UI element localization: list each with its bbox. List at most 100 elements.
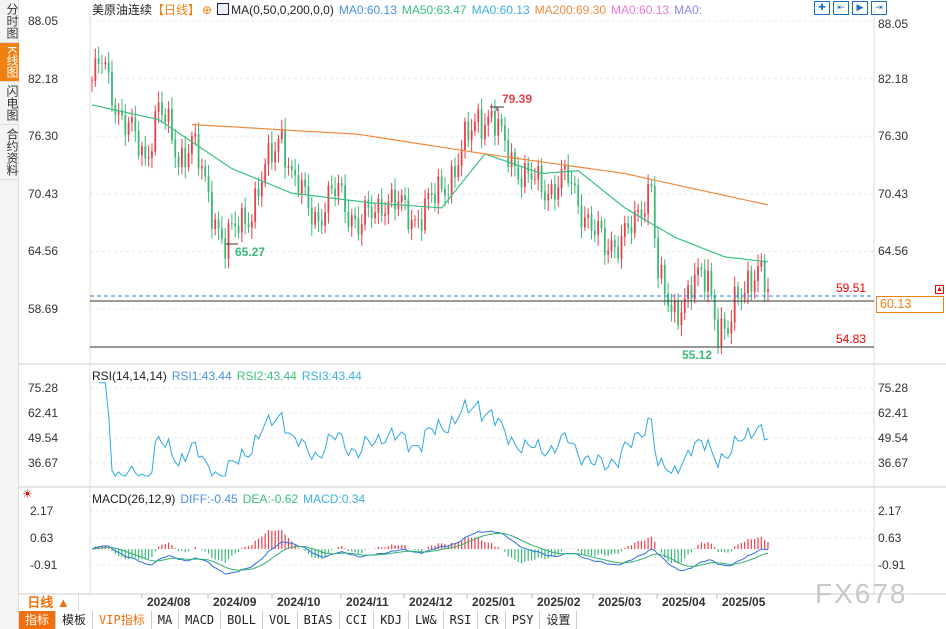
- rsi-header: RSI(14,14,14) RSI1:43.44 RSI2:43.44 RSI3:43…: [92, 369, 367, 383]
- rsi-tick-left: 49.54: [28, 431, 59, 445]
- rsi-tick-right: 75.28: [878, 381, 909, 395]
- indicator-tab[interactable]: PSY: [505, 611, 541, 629]
- price-tick-left: 88.05: [28, 14, 59, 28]
- exit-icon[interactable]: ⇥: [871, 1, 887, 15]
- indicator-tab[interactable]: MA: [151, 611, 180, 629]
- indicator-tab[interactable]: CR: [478, 611, 506, 629]
- tab-timeshare[interactable]: 分时图: [0, 0, 19, 43]
- ma-value: MA0:: [674, 3, 703, 17]
- chart-toolbar: ✚ ⇤ ▶ ⇥: [814, 1, 887, 15]
- macd-value: MACD:0.34: [303, 492, 366, 506]
- tab-contract-info[interactable]: 合约资料: [0, 125, 19, 181]
- ma-value: MA0:60.13: [611, 3, 670, 17]
- alert-icon[interactable]: ▲: [935, 285, 944, 294]
- ma-value: MA200:69.30: [534, 3, 607, 17]
- date-label: 2024/11: [346, 595, 389, 609]
- tab-flash-chart[interactable]: 闪电图: [0, 82, 19, 126]
- rsi-line: [98, 382, 769, 478]
- rsi-tick-left: 75.28: [28, 381, 59, 395]
- symbol-name: 美原油连续: [92, 3, 153, 17]
- date-label: 2024/10: [277, 595, 321, 609]
- indicator-tab[interactable]: BOLL: [221, 611, 263, 629]
- price-tick-right: 76.30: [878, 129, 909, 144]
- ma-value: MA0:60.13: [338, 3, 397, 17]
- indicator-tab[interactable]: BIAS: [297, 611, 340, 629]
- macd-tick-left: -0.91: [30, 558, 58, 572]
- watermark: FX678: [815, 578, 908, 609]
- date-label: 2025/02: [537, 595, 581, 609]
- period-button[interactable]: 日线 ▲: [19, 594, 79, 611]
- diff-line: [91, 530, 769, 575]
- macd-tick-right: -0.91: [878, 558, 906, 572]
- rsi-title: RSI(14,14,14): [92, 369, 167, 383]
- rsi3-value: RSI3:43.44: [301, 369, 362, 383]
- macd-title: MACD(26,12,9): [92, 492, 176, 506]
- ma200-line: [191, 123, 769, 206]
- ma-value: MA50:63.47: [401, 3, 467, 17]
- date-label: 2025/01: [472, 595, 516, 609]
- play-icon[interactable]: ▶: [852, 1, 868, 15]
- date-label: 2024/09: [213, 595, 257, 609]
- indicator-tab[interactable]: KDJ: [374, 611, 409, 629]
- date-label: 2025/05: [722, 595, 766, 609]
- dea-line: [91, 532, 769, 571]
- ma50-line: [91, 104, 769, 263]
- price-tick-right: 70.43: [878, 186, 909, 201]
- price-tick-right: 88.05: [878, 17, 909, 31]
- rsi-tick-left: 36.67: [28, 456, 59, 470]
- add-icon[interactable]: ⊕: [202, 3, 213, 17]
- date-label: 2024/08: [147, 595, 191, 609]
- low-annotation: 65.27: [235, 245, 266, 259]
- indicator-tab[interactable]: 设置: [540, 611, 578, 629]
- support-label: 54.83: [836, 332, 867, 346]
- price-tick-left: 70.43: [28, 186, 59, 201]
- macd-tick-left: 2.17: [30, 504, 54, 518]
- macd-settings-icon[interactable]: ☀: [22, 487, 33, 501]
- sidebar: 分时图 K线图 闪电图 合约资料: [0, 0, 19, 629]
- tab-kline[interactable]: K线图: [0, 43, 19, 83]
- indicator-tabs: 指标 模板 VIP指标 MA MACD BOLL VOL BIAS CCI KDJ LW& RSI CR…: [19, 611, 578, 629]
- ma-params[interactable]: MA(0,50,0,200,0,0): [231, 3, 334, 17]
- rsi-tick-right: 36.67: [878, 456, 909, 470]
- rsi-tick-right: 49.54: [878, 431, 909, 445]
- ma-settings-icon[interactable]: [217, 3, 230, 15]
- dea-value: DEA:-0.62: [242, 492, 299, 506]
- crosshair-icon[interactable]: ✚: [814, 1, 830, 15]
- price-tick-left: 76.30: [28, 129, 59, 144]
- indicator-tab[interactable]: RSI: [443, 611, 479, 629]
- indicator-tab[interactable]: VIP指标: [93, 611, 152, 629]
- indicator-tab[interactable]: 模板: [56, 611, 94, 629]
- indicator-tab[interactable]: MACD: [179, 611, 222, 629]
- ma-value: MA0:60.13: [471, 3, 530, 17]
- indicator-tab[interactable]: VOL: [262, 611, 298, 629]
- macd-header: MACD(26,12,9) DIFF:-0.45 DEA:-0.62 MACD:0.3…: [92, 492, 370, 506]
- indicator-tab[interactable]: CCI: [339, 611, 375, 629]
- date-label: 2024/12: [409, 595, 453, 609]
- price-tick-right: 82.18: [878, 71, 909, 86]
- price-tick-right: 64.56: [878, 244, 909, 259]
- high-annotation: 79.39: [502, 92, 533, 106]
- price-tick-left: 82.18: [28, 71, 59, 86]
- period-tag: 【日线】: [152, 3, 201, 17]
- rsi2-value: RSI2:43.44: [236, 369, 297, 383]
- date-label: 2025/03: [598, 595, 642, 609]
- chart-header: 美原油连续【日线】 ⊕ MA(0,50,0,200,0,0) MA0:60.13 MA5…: [92, 3, 712, 17]
- price-tick-left: 64.56: [28, 244, 59, 259]
- last-price-label: 59.51: [836, 281, 867, 295]
- current-price-box: 60.13: [876, 296, 944, 313]
- macd-tick-left: 0.63: [30, 531, 54, 545]
- low-annotation: 55.12: [682, 348, 713, 362]
- rsi-tick-left: 62.41: [28, 406, 59, 420]
- price-tick-left: 58.69: [28, 302, 59, 316]
- rsi-tick-right: 62.41: [878, 406, 909, 420]
- macd-tick-right: 2.17: [878, 504, 902, 518]
- rsi1-value: RSI1:43.44: [171, 369, 232, 383]
- macd-tick-right: 0.63: [878, 531, 902, 545]
- diff-value: DIFF:-0.45: [180, 492, 238, 506]
- indicator-tab[interactable]: LW&: [408, 611, 444, 629]
- high-marker: [490, 106, 504, 111]
- date-label: 2025/04: [662, 595, 706, 609]
- indicator-tab[interactable]: 指标: [19, 611, 57, 629]
- fit-icon[interactable]: ⇤: [833, 1, 849, 15]
